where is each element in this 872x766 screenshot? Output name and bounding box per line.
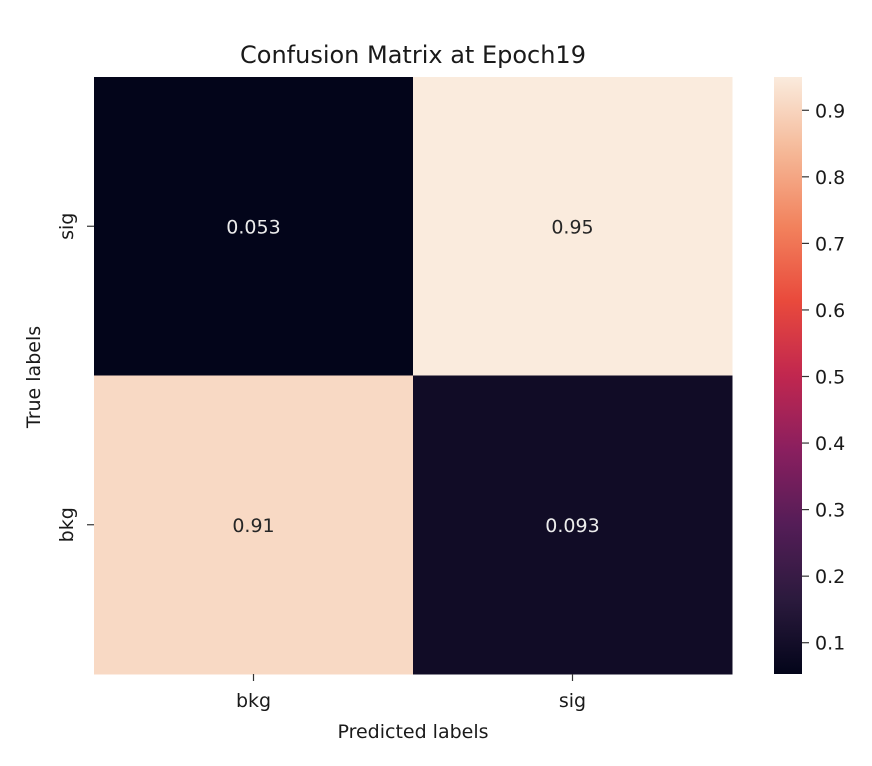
cell-value-sig-sig: 0.95 <box>551 216 593 238</box>
colorbar-tick-label-0.8: 0.8 <box>815 167 845 189</box>
colorbar-tick-label-0.7: 0.7 <box>815 233 845 255</box>
heatmap-cells <box>94 77 733 675</box>
cell-value-bkg-sig: 0.093 <box>545 515 599 537</box>
heatmap-cell-bkg-bkg <box>94 375 414 675</box>
y-axis-ticks: sig bkg <box>56 213 94 542</box>
colorbar <box>774 77 802 674</box>
colorbar-tick-label-0.1: 0.1 <box>815 633 845 655</box>
x-tick-label-sig: sig <box>559 690 586 712</box>
heatmap-cell-sig-sig <box>413 77 733 376</box>
colorbar-tick-label-0.4: 0.4 <box>815 433 845 455</box>
colorbar-tick-label-0.2: 0.2 <box>815 566 845 588</box>
chart-title: Confusion Matrix at Epoch19 <box>240 41 586 69</box>
x-axis-ticks: bkg sig <box>236 674 586 712</box>
x-axis-label: Predicted labels <box>337 721 488 743</box>
colorbar-tick-label-0.9: 0.9 <box>815 100 845 122</box>
x-tick-label-bkg: bkg <box>236 690 271 712</box>
heatmap-cell-labels: 0.053 0.95 0.91 0.093 <box>226 216 599 537</box>
cell-value-sig-bkg: 0.053 <box>226 216 280 238</box>
y-tick-label-sig: sig <box>56 213 78 240</box>
heatmap-cell-sig-bkg <box>94 77 414 376</box>
heatmap-cell-bkg-sig <box>413 375 733 675</box>
colorbar-ticks: 0.1 0.2 0.3 0.4 0.5 0.6 0.7 0.8 0.9 <box>802 100 845 655</box>
colorbar-tick-label-0.6: 0.6 <box>815 300 845 322</box>
cell-value-bkg-bkg: 0.91 <box>232 515 274 537</box>
y-axis-label: True labels <box>23 326 45 429</box>
colorbar-tick-label-0.5: 0.5 <box>815 366 845 388</box>
colorbar-tick-label-0.3: 0.3 <box>815 500 845 522</box>
y-tick-label-bkg: bkg <box>56 507 78 542</box>
